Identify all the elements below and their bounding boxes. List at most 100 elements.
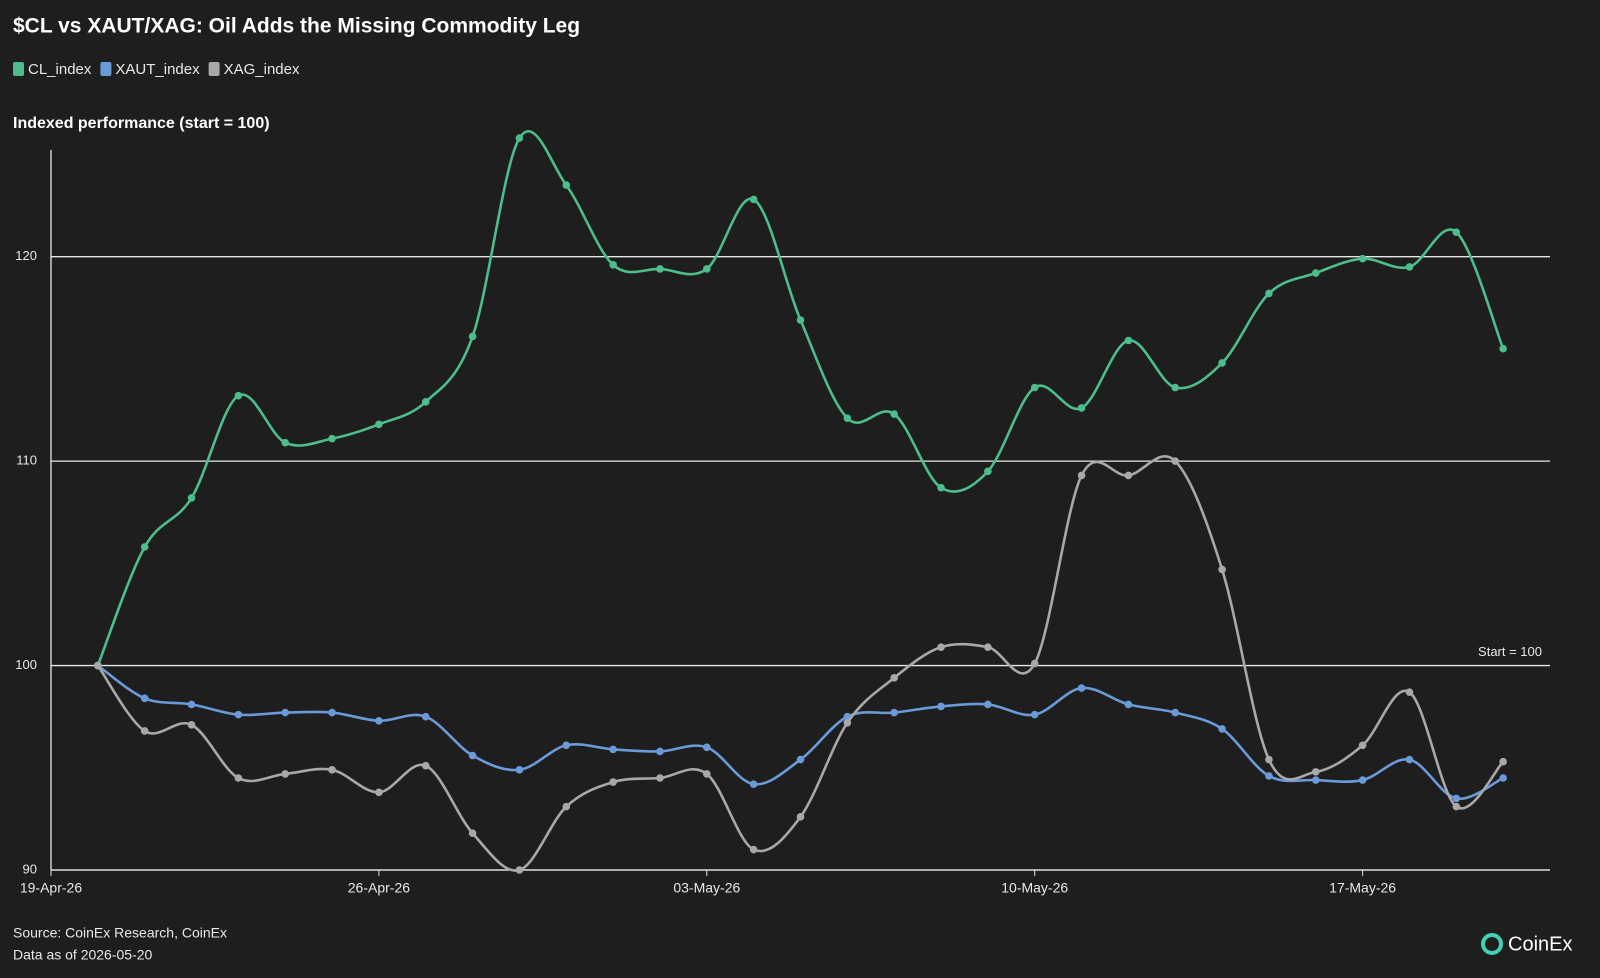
logo-text: CoinEx xyxy=(1508,933,1572,955)
data-point xyxy=(1171,708,1180,717)
data-point xyxy=(656,774,664,782)
x-tick-label: 17-May-26 xyxy=(1329,880,1396,896)
data-point xyxy=(187,700,196,709)
data-point xyxy=(984,643,992,651)
data-point xyxy=(749,845,758,854)
data-point xyxy=(562,802,571,811)
data-point xyxy=(1311,776,1320,784)
data-point xyxy=(1124,471,1133,480)
series xyxy=(94,455,1507,874)
series xyxy=(94,661,1507,803)
data-point xyxy=(843,719,852,727)
data-point xyxy=(1171,457,1180,465)
data-point xyxy=(1077,684,1086,692)
data-point xyxy=(1499,774,1507,782)
legend-label: XAUT_index xyxy=(115,61,200,78)
data-point xyxy=(375,716,383,725)
data-point xyxy=(328,434,336,443)
legend-swatch xyxy=(208,62,220,76)
data-point xyxy=(187,721,196,729)
data-point xyxy=(1077,471,1086,480)
chart-title: $CL vs XAUT/XAG: Oil Adds the Missing Co… xyxy=(13,15,580,38)
data-point xyxy=(281,770,290,778)
data-point xyxy=(1311,269,1320,277)
data-point xyxy=(562,181,571,189)
data-point xyxy=(890,674,898,682)
y-tick-label: 100 xyxy=(15,657,37,672)
data-point xyxy=(421,398,430,406)
data-point xyxy=(468,829,477,837)
data-point xyxy=(984,467,992,476)
x-tick-label: 03-May-26 xyxy=(673,880,740,896)
logo-icon xyxy=(1481,933,1503,955)
data-point xyxy=(656,747,664,756)
data-point xyxy=(281,438,290,447)
annotation: Start = 100 xyxy=(1478,644,1542,659)
y-tick-label: 110 xyxy=(16,453,37,468)
data-point xyxy=(375,788,383,797)
logo: CoinEx xyxy=(1481,933,1572,955)
data-point xyxy=(937,643,945,651)
data-point xyxy=(515,766,524,774)
data-point xyxy=(1265,772,1273,780)
legend-swatch xyxy=(100,62,112,76)
data-point xyxy=(1405,688,1414,696)
x-tick-label: 19-Apr-26 xyxy=(20,880,82,896)
data-point xyxy=(609,745,617,754)
data-point xyxy=(140,727,149,735)
data-point xyxy=(468,751,477,760)
y-tick-label: 90 xyxy=(23,861,37,876)
x-tick-label: 26-Apr-26 xyxy=(348,880,410,896)
data-point xyxy=(234,774,243,782)
legend-label: XAG_index xyxy=(224,61,300,78)
source: Source: CoinEx Research, CoinEx xyxy=(13,925,227,941)
data-point xyxy=(187,494,196,502)
data-point xyxy=(1030,710,1039,719)
data-point xyxy=(375,420,383,429)
data-point xyxy=(1218,359,1226,367)
data-point xyxy=(890,410,898,418)
data-point xyxy=(1405,755,1414,764)
data-point xyxy=(1171,383,1180,392)
note: Data as of 2026-05-20 xyxy=(13,947,153,963)
data-point xyxy=(94,661,102,670)
data-point xyxy=(1124,700,1133,709)
data-point xyxy=(421,712,430,721)
data-point xyxy=(796,813,805,821)
legend-label: CL_index xyxy=(28,61,92,78)
data-point xyxy=(1030,659,1039,668)
data-point xyxy=(1030,383,1039,392)
data-point xyxy=(656,265,664,273)
data-point xyxy=(234,710,243,719)
data-point xyxy=(234,391,243,400)
data-point xyxy=(1452,228,1461,236)
data-point xyxy=(609,261,617,269)
data-point xyxy=(1124,336,1133,345)
data-point xyxy=(468,332,477,341)
data-point xyxy=(281,708,290,717)
data-point xyxy=(328,766,336,774)
data-point xyxy=(1218,725,1226,733)
data-point xyxy=(749,195,758,204)
data-point xyxy=(1265,289,1273,298)
data-point xyxy=(1358,776,1367,784)
data-point xyxy=(1452,794,1461,803)
data-point xyxy=(937,483,945,492)
data-point xyxy=(421,761,430,770)
legend-swatch xyxy=(13,62,24,76)
data-point xyxy=(515,134,524,142)
data-point xyxy=(937,702,945,711)
data-point xyxy=(140,543,149,551)
data-point xyxy=(749,780,758,788)
data-point xyxy=(1265,755,1273,764)
data-point xyxy=(140,694,149,703)
data-point xyxy=(796,755,805,764)
data-point xyxy=(515,866,524,874)
data-point xyxy=(984,700,992,709)
data-point xyxy=(1358,254,1367,263)
data-point xyxy=(328,708,336,717)
data-point xyxy=(703,743,711,752)
